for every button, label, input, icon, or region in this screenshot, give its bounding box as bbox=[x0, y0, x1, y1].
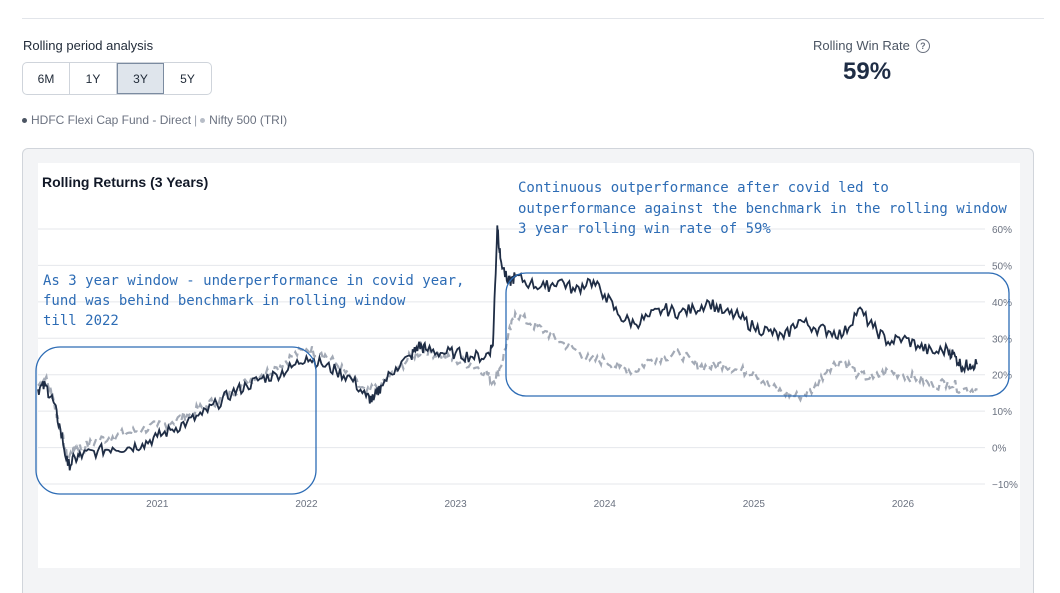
period-button-6m[interactable]: 6M bbox=[23, 63, 70, 94]
top-divider bbox=[22, 18, 1044, 19]
x-tick-label: 2022 bbox=[295, 499, 318, 510]
benchmark-legend-label: Nifty 500 (TRI) bbox=[209, 113, 288, 127]
annotation-box-outperformance bbox=[505, 272, 1010, 397]
period-button-1y[interactable]: 1Y bbox=[70, 63, 117, 94]
benchmark-legend-dot bbox=[200, 117, 206, 123]
period-button-5y[interactable]: 5Y bbox=[180, 71, 195, 86]
section-label: Rolling period analysis bbox=[23, 38, 154, 53]
annotation-text: As 3 year window - underperformance in c… bbox=[43, 273, 464, 289]
fund-legend-dot bbox=[22, 117, 27, 123]
fund-series-line bbox=[37, 225, 978, 471]
annotation-box-covid bbox=[35, 346, 317, 495]
benchmark-series-line bbox=[37, 308, 978, 460]
x-tick-label: 2021 bbox=[146, 499, 169, 510]
win-rate-label: Rolling Win Rate ? bbox=[813, 38, 930, 53]
legend-separator: | bbox=[194, 113, 198, 127]
y-tick-label: 10% bbox=[992, 407, 1012, 418]
y-tick-label: 0% bbox=[992, 444, 1007, 455]
y-tick-label: 40% bbox=[992, 298, 1012, 309]
annotation-text: Continuous outperformance after covid le… bbox=[518, 180, 889, 196]
annotation-text: 3 year rolling win rate of 59% bbox=[518, 221, 771, 237]
y-tick-label: 60% bbox=[992, 225, 1012, 236]
y-tick-label: 30% bbox=[992, 334, 1012, 345]
y-tick-label: 50% bbox=[992, 261, 1012, 272]
x-tick-label: 2024 bbox=[594, 499, 617, 510]
win-rate-label-text: Rolling Win Rate bbox=[813, 38, 910, 53]
win-rate-value: 59% bbox=[843, 58, 892, 85]
chart-title: Rolling Returns (3 Years) bbox=[42, 174, 209, 190]
x-tick-label: 2023 bbox=[444, 499, 467, 510]
annotation-text: till 2022 bbox=[43, 313, 119, 329]
help-icon[interactable]: ? bbox=[915, 38, 930, 53]
fund-legend-label: HDFC Flexi Cap Fund - Direct bbox=[31, 113, 192, 127]
x-tick-label: 2025 bbox=[743, 499, 766, 510]
y-tick-label: −10% bbox=[992, 480, 1018, 491]
y-tick-label: 20% bbox=[992, 371, 1012, 382]
plot-panel bbox=[38, 163, 1020, 568]
x-tick-label: 2026 bbox=[892, 499, 915, 510]
period-selector: 6M 1Y 3Y 5Y bbox=[22, 62, 212, 95]
annotation-text: fund was behind benchmark in rolling win… bbox=[43, 293, 406, 309]
legend: HDFC Flexi Cap Fund - Direct | Nifty 500… bbox=[22, 113, 287, 127]
annotation-text: outperformance against the benchmark in … bbox=[518, 201, 1007, 217]
period-button-3y[interactable]: 3Y bbox=[117, 63, 164, 94]
